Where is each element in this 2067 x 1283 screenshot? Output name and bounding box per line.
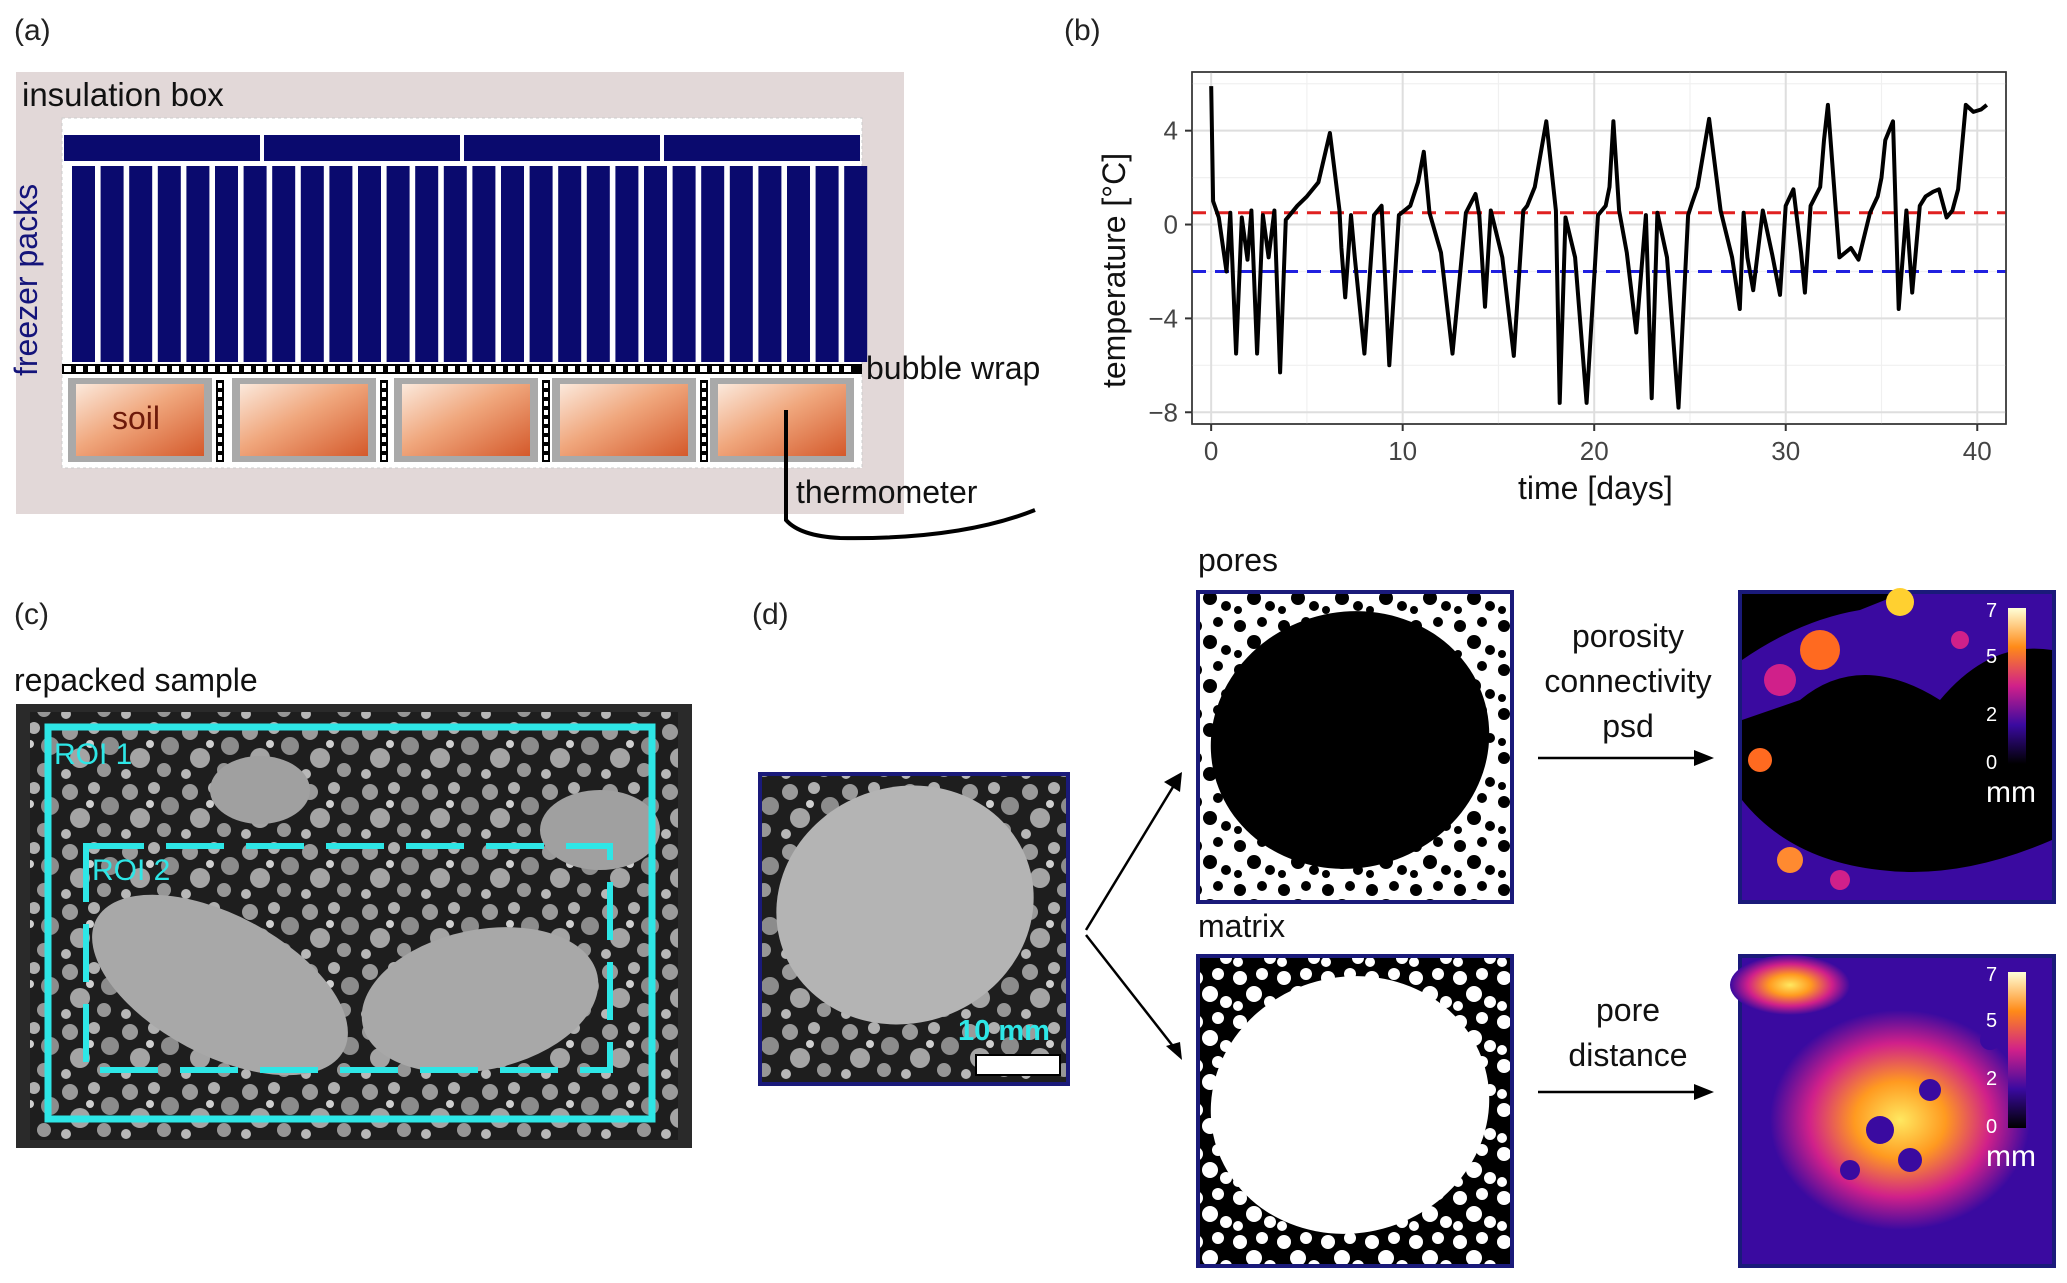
psd-cbar-tick-7: 7 xyxy=(1986,600,1998,622)
freezer-pack xyxy=(358,166,381,362)
scale-bar-label: 10 mm xyxy=(958,1015,1050,1047)
dist-cbar-tick-2: 2 xyxy=(1986,1068,1998,1090)
panel-c-title: repacked sample xyxy=(14,662,258,698)
soil-tray-group xyxy=(68,378,854,462)
freezer-pack xyxy=(329,166,353,362)
thermometer-probe xyxy=(784,410,1036,541)
freezer-pack xyxy=(729,166,753,362)
freezer-pack xyxy=(501,166,524,362)
x-tick-label: 40 xyxy=(1963,436,1992,466)
arrow-to-pores xyxy=(1084,781,1178,931)
freezer-pack xyxy=(558,166,582,362)
roi-1-box xyxy=(44,723,656,1123)
y-tick-label: 0 xyxy=(1164,210,1178,240)
arrow-to-matrix xyxy=(1085,934,1177,1051)
chart-grid xyxy=(1192,72,2006,424)
dist-cbar-tick-5: 5 xyxy=(1986,1010,1998,1032)
insulation-box-label: insulation box xyxy=(22,76,224,113)
y-tick-label: −4 xyxy=(1148,303,1178,333)
freezer-pack-top xyxy=(464,135,660,161)
soil-sample xyxy=(76,384,204,456)
freezer-pack xyxy=(243,166,267,362)
freezer-pack xyxy=(644,166,667,362)
dist-cbar-unit: mm xyxy=(1986,1140,2036,1173)
distance-colorbar xyxy=(2008,972,2026,1128)
freezer-pack-top xyxy=(64,135,260,161)
matrix-label: matrix xyxy=(1198,908,1286,944)
freezer-pack xyxy=(72,166,95,362)
chart-xlabel: time [days] xyxy=(1518,470,1673,506)
freezer-pack xyxy=(472,166,496,362)
scale-bar xyxy=(975,1054,1061,1076)
soil-sample xyxy=(402,384,530,456)
psd-cbar-tick-2: 2 xyxy=(1986,704,1998,726)
freezer-pack xyxy=(215,166,238,362)
x-tick-label: 20 xyxy=(1580,436,1609,466)
process-line-pore: pore xyxy=(1595,992,1661,1028)
freezer-pack-top xyxy=(264,135,460,161)
freezer-pack xyxy=(386,166,410,362)
roi-1-label: ROI 1 xyxy=(54,738,133,771)
x-tick-label: 0 xyxy=(1204,436,1218,466)
x-tick-label: 30 xyxy=(1771,436,1800,466)
process-line-porosity: porosity xyxy=(1571,618,1685,654)
freezer-pack xyxy=(186,166,210,362)
roi-2-label: ROI 2 xyxy=(92,854,171,887)
process-line-psd: psd xyxy=(1602,708,1654,744)
freezer-pack xyxy=(129,166,153,362)
dist-cbar-tick-0: 0 xyxy=(1986,1116,1998,1138)
freezer-pack xyxy=(672,166,696,362)
soil-sample xyxy=(718,384,846,456)
process-line-distance: distance xyxy=(1568,1037,1688,1073)
freezer-pack xyxy=(844,166,868,362)
freezer-pack xyxy=(815,166,839,362)
freezer-pack xyxy=(701,166,725,362)
psd-cbar-tick-5: 5 xyxy=(1986,646,1998,668)
freezer-pack-top xyxy=(664,135,860,161)
dist-cbar-tick-7: 7 xyxy=(1986,964,1998,986)
soil-label: soil xyxy=(112,400,161,436)
panel-d-label: (d) xyxy=(752,598,789,631)
process-line-connectivity: connectivity xyxy=(1544,663,1712,699)
freezer-pack xyxy=(415,166,439,362)
freezer-pack xyxy=(615,166,639,362)
panel-a-label: (a) xyxy=(14,14,51,47)
pores-label: pores xyxy=(1198,542,1279,578)
freezer-pack xyxy=(272,166,296,362)
soil-sample xyxy=(560,384,688,456)
bubble-wrap xyxy=(62,364,862,374)
soil-sample xyxy=(240,384,368,456)
temperature-series-line xyxy=(1209,86,1989,410)
freezer-pack xyxy=(758,166,782,362)
freezer-pack xyxy=(787,166,810,362)
panel-b-label: (b) xyxy=(1064,14,1101,47)
freezer-pack xyxy=(157,166,181,362)
psd-colorbar xyxy=(2008,608,2026,764)
freezer-pack xyxy=(100,166,124,362)
freezer-pack xyxy=(529,166,553,362)
roi-2-box xyxy=(83,843,613,1073)
panel-c-label: (c) xyxy=(14,598,49,631)
psd-cbar-unit: mm xyxy=(1986,776,2036,809)
bubble-wrap-label: bubble wrap xyxy=(866,350,1041,386)
y-tick-label: 4 xyxy=(1164,116,1178,146)
thermometer-label: thermometer xyxy=(796,474,978,510)
psd-cbar-tick-0: 0 xyxy=(1986,752,1998,774)
x-tick-label: 10 xyxy=(1388,436,1417,466)
y-tick-label: −8 xyxy=(1148,397,1178,427)
freezer-pack xyxy=(443,166,467,362)
freezer-pack-group xyxy=(64,135,868,362)
porosity-process-text: porosity connectivity psd xyxy=(1540,614,1716,749)
distance-process-text: pore distance xyxy=(1540,988,1716,1078)
freezer-pack xyxy=(300,166,324,362)
freezer-pack xyxy=(586,166,610,362)
